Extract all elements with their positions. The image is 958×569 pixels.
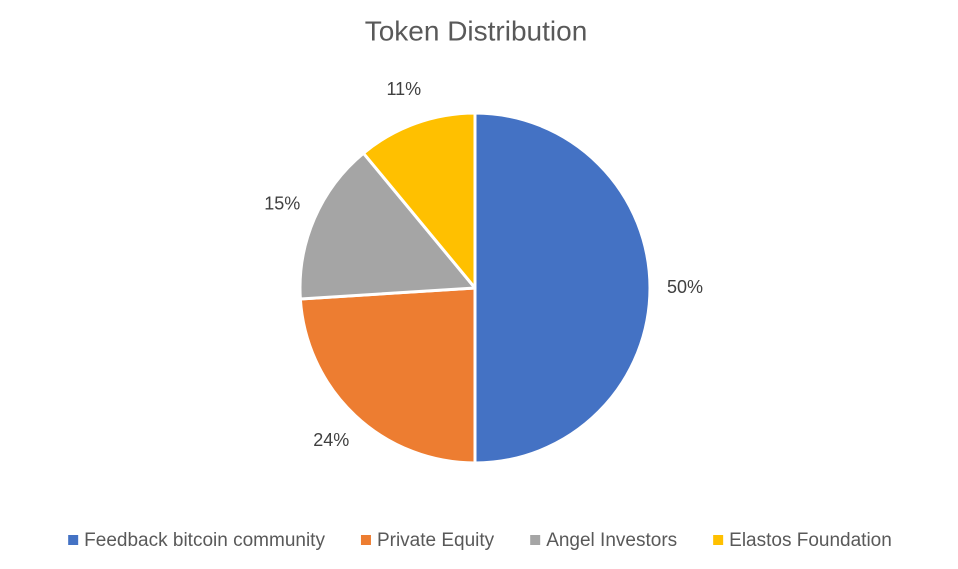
pie-slice [473, 111, 652, 465]
data-label: 50% [667, 277, 703, 297]
data-label: 24% [313, 430, 349, 450]
pie-slice [298, 286, 477, 465]
data-label: 15% [264, 193, 300, 213]
chart-title: Token Distribution [365, 15, 588, 46]
pie-slice [361, 111, 477, 290]
legend-label: Elastos Foundation [729, 530, 892, 551]
legend-marker [68, 535, 79, 545]
legend-label: Angel Investors [546, 530, 677, 551]
legend-marker [713, 535, 724, 545]
data-label: 11% [387, 79, 422, 99]
legend-label: Private Equity [377, 530, 495, 551]
pie-slice [298, 151, 477, 301]
legend-marker [530, 535, 541, 545]
legend-marker [360, 535, 371, 545]
legend-label: Feedback bitcoin community [84, 530, 325, 551]
